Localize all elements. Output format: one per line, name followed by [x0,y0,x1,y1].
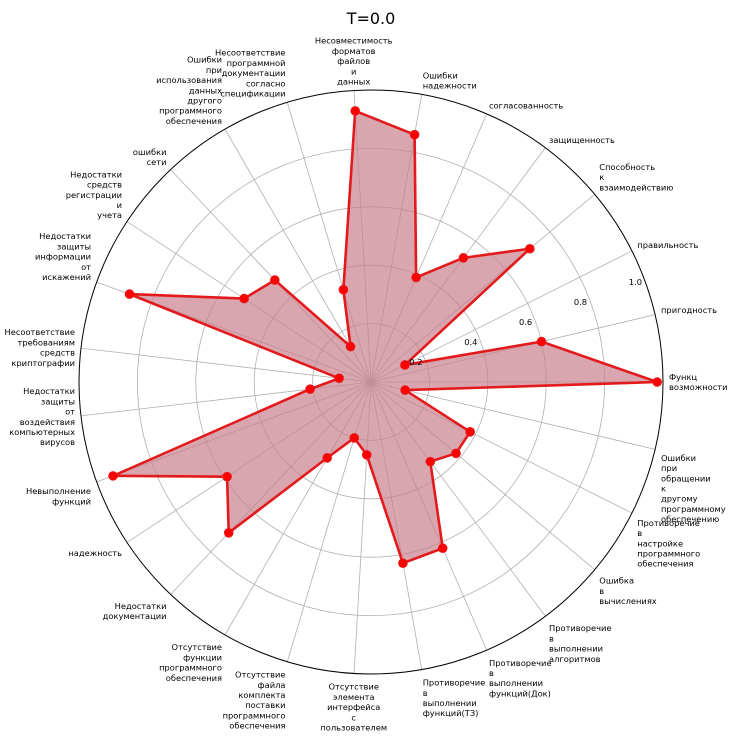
category-label-11: ошибки сети [133,147,167,167]
category-label-18: Недостатки документации [103,601,167,621]
category-label-25: Ошибка в вычислениях [599,576,657,606]
data-point-2 [536,336,547,347]
data-point-7 [409,129,420,140]
radial-tick-label: 0.4 [464,337,477,347]
data-point-24 [425,456,436,467]
category-label-9: Несоответствие программной документации сог… [215,48,286,99]
data-point-8 [350,106,361,116]
data-point-23 [437,543,448,554]
category-label-17: надежность [68,548,122,558]
data-point-10 [345,341,356,352]
series-layer [108,106,662,568]
grid-spoke [370,381,656,450]
category-label-2: пригодность [661,305,717,315]
data-point-9 [338,284,349,295]
category-label-3: правильность [637,240,698,250]
category-label-16: Невыполнение функций [26,486,91,506]
data-point-19 [322,453,333,463]
radial-tick-label: 1.0 [629,277,642,287]
category-label-12: Недостатки средств регистрации и учета [66,169,122,220]
radial-tick-label: 0.6 [519,317,532,327]
data-point-5 [458,253,469,263]
data-point-14 [334,373,344,384]
data-point-13 [124,289,135,299]
data-point-1 [652,377,662,387]
data-point-27 [400,385,410,395]
data-point-4 [525,243,535,254]
category-label-15: Недостатки защиты от воздействия компьютерны… [9,386,75,447]
grid-spoke [80,347,372,383]
category-label-10: Ошибки при использования данных другого прогр… [156,55,222,126]
category-label-19: Отсутствие функции программного обеспечения [159,642,222,683]
data-point-25 [451,448,461,459]
category-label-6: согласованность [489,100,563,110]
data-point-15 [305,384,315,394]
category-label-26: Противоречие в настройке программного обеспе… [637,518,700,569]
category-label-7: Ошибки надежности [423,70,477,90]
series-area [113,110,658,564]
grid-spoke [224,128,372,383]
category-label-20: Отсутствие файла комплекта поставки программ… [223,670,286,731]
series-line [111,109,659,565]
polar-frame [78,89,664,675]
category-label-27: Ошибки при обращении к другому программному об… [661,453,726,524]
category-label-14: Несоответствие требованиям средств криптогр… [5,327,76,368]
data-point-17 [222,471,232,482]
radial-tick-label: 0.8 [574,297,587,307]
data-point-12 [239,293,249,304]
data-point-20 [349,433,360,443]
category-label-21: Отсутствие элемента интерфейса с пользовател… [320,682,387,733]
data-point-22 [398,558,408,568]
data-point-21 [361,450,372,460]
category-label-24: Противоречие в выполнении алгоритмов [549,623,612,664]
category-label-4: Способность к взаимодействию [599,162,673,192]
category-label-13: Недостатки защиты информации от искажений [35,231,91,282]
category-labels: Функц возможности пригодность правильность С… [5,36,728,733]
radial-tick-label: 0.2 [409,357,422,367]
category-label-5: защищенность [549,135,615,145]
category-label-22: Противоречие в выполнении функций(ТЗ) [423,678,486,719]
grid-spoke [370,250,633,383]
chart-title: T=0.0 [346,9,396,28]
data-point-16 [108,471,118,481]
data-point-3 [400,360,410,370]
data-point-11 [270,275,280,285]
radial-ticks: 0.2 0.4 0.6 0.8 1.0 [409,277,642,367]
data-point-18 [223,527,234,538]
category-label-23: Противоречие в выполнении функций(Док) [489,658,552,699]
data-point-6 [411,272,421,283]
category-label-1: Функц возможности [669,372,727,392]
category-label-8: Несовместимость форматов файлов и данных [315,36,393,87]
data-point-26 [465,426,475,437]
